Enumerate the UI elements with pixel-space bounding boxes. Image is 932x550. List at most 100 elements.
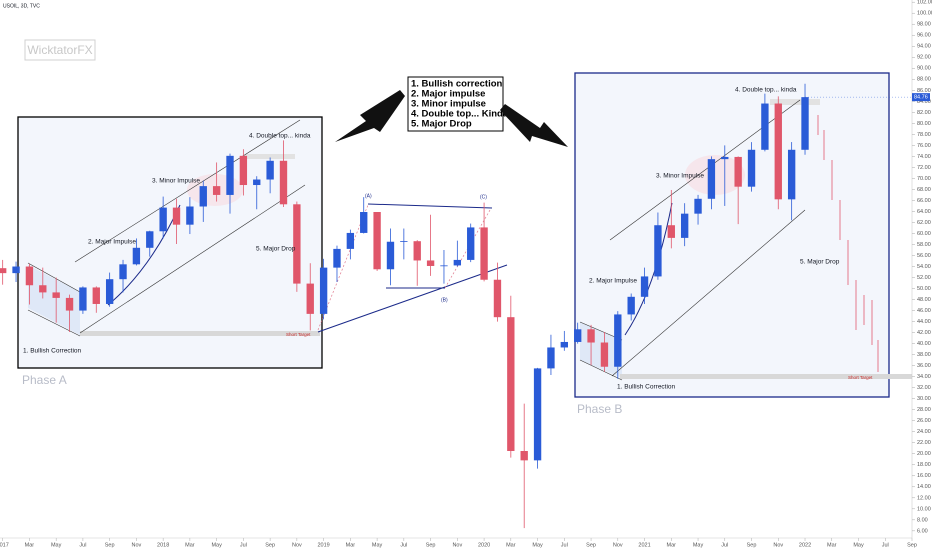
y-tick-label: 96.00: [917, 33, 931, 39]
candle-body: [79, 287, 87, 311]
candle-body: [520, 450, 528, 461]
y-tick-label: 34.00: [917, 374, 931, 380]
x-tick-label: 2021: [638, 542, 650, 548]
correction-zone: [28, 265, 80, 335]
x-tick-label: Sep: [426, 542, 436, 548]
candle-body: [400, 241, 408, 242]
x-tick-label: Mar: [667, 542, 677, 548]
candle-body: [92, 287, 100, 304]
candle-body: [199, 186, 207, 207]
y-tick-label: 82.00: [917, 110, 931, 116]
candle-body: [0, 268, 7, 274]
x-tick-label: Jul: [79, 542, 86, 548]
x-tick-label: Mar: [827, 542, 837, 548]
candle-body: [12, 266, 20, 274]
triangle-line: [367, 203, 493, 209]
candle-body: [654, 225, 662, 277]
legend-item: 3. Minor impulse: [411, 99, 486, 110]
top-band: [770, 99, 820, 105]
annotation: 3. Minor Impulse: [656, 173, 704, 180]
y-tick-label: 44.00: [917, 319, 931, 325]
y-tick-label: 84.00: [917, 99, 931, 105]
candle-body: [547, 347, 555, 369]
annotation: 4. Double top... kinda: [249, 133, 311, 140]
y-tick-label: 42.00: [917, 330, 931, 336]
candle-body: [787, 149, 796, 200]
y-tick-label: 90.00: [917, 66, 931, 72]
candle-body: [226, 155, 234, 195]
phase-label: Phase A: [22, 373, 67, 387]
candle-body: [186, 206, 194, 225]
y-tick-label: 62.00: [917, 220, 931, 226]
candle-body: [306, 283, 314, 314]
y-tick-label: 58.00: [917, 242, 931, 248]
candle-body: [52, 292, 60, 298]
x-tick-label: 2018: [157, 542, 169, 548]
x-tick-label: May: [51, 542, 62, 548]
x-tick-label: Nov: [773, 542, 783, 548]
y-tick-label: 54.00: [917, 264, 931, 270]
plot: [0, 83, 809, 529]
y-tick-label: 28.00: [917, 407, 931, 413]
x-tick-label: Jul: [400, 542, 407, 548]
y-tick-label: 74.00: [917, 154, 931, 160]
candle-body: [346, 232, 355, 249]
phase-label: Phase B: [577, 402, 622, 416]
candle-body: [667, 225, 675, 238]
candle-body: [707, 159, 716, 199]
annotation: 5. Major Drop: [800, 259, 840, 266]
y-tick-label: 94.00: [917, 44, 931, 50]
y-tick-label: 72.00: [917, 165, 931, 171]
y-tick-label: 64.00: [917, 209, 931, 215]
candle-body: [694, 198, 702, 214]
candle-body: [587, 329, 595, 343]
wave-label: (B): [441, 297, 448, 303]
candle-body: [440, 265, 448, 267]
triangle-line: [317, 264, 508, 333]
channel-line: [27, 262, 81, 293]
target-band: [620, 374, 912, 379]
y-tick-label: 36.00: [917, 363, 931, 369]
y-tick-label: 52.00: [917, 275, 931, 281]
annotation: 2. Major Impulse: [88, 239, 136, 246]
y-tick-label: 92.00: [917, 55, 931, 61]
candle-body: [614, 314, 622, 367]
y-tick-label: 66.00: [917, 198, 931, 204]
y-tick-label: 80.00: [917, 121, 931, 127]
annotation: 5. Major Drop: [256, 246, 296, 253]
x-tick-label: Jul: [561, 542, 568, 548]
candle-body: [172, 207, 181, 225]
candle-body: [467, 227, 475, 260]
candle-body: [266, 160, 274, 180]
y-tick-label: 12.00: [917, 495, 931, 501]
candle-body: [25, 266, 34, 286]
candle-body: [480, 227, 488, 280]
y-tick-label: 48.00: [917, 297, 931, 303]
y-tick-label: 14.00: [917, 484, 931, 490]
annotation: 1. Bullish Correction: [23, 348, 82, 355]
y-tick-label: 100.00: [917, 11, 932, 17]
x-tick-label: Mar: [185, 542, 195, 548]
x-tick-label: Sep: [265, 542, 275, 548]
target-band: [80, 331, 320, 336]
x-tick-label: Sep: [907, 542, 917, 548]
x-tick-label: Nov: [292, 542, 302, 548]
annotation: 4. Double top... kinda: [735, 87, 797, 94]
y-tick-label: 88.00: [917, 77, 931, 83]
phase-b-box: [574, 72, 890, 398]
x-tick-label: May: [211, 542, 222, 548]
y-tick-label: 38.00: [917, 352, 931, 358]
candle-body: [533, 368, 542, 461]
candle-body: [600, 342, 609, 367]
x-tick-label: 2022: [799, 542, 811, 548]
candle-body: [640, 276, 649, 297]
y-tick-label: 102.00: [917, 0, 932, 6]
annotation: 3. Minor Impulse: [152, 178, 200, 185]
y-tick-label: 22.00: [917, 440, 931, 446]
channel-line: [27, 309, 81, 337]
candle-body: [627, 296, 635, 315]
last-price-box: [912, 93, 930, 102]
x-tick-label: Jul: [882, 542, 889, 548]
candle-body: [774, 103, 782, 200]
channel-line: [579, 359, 623, 381]
